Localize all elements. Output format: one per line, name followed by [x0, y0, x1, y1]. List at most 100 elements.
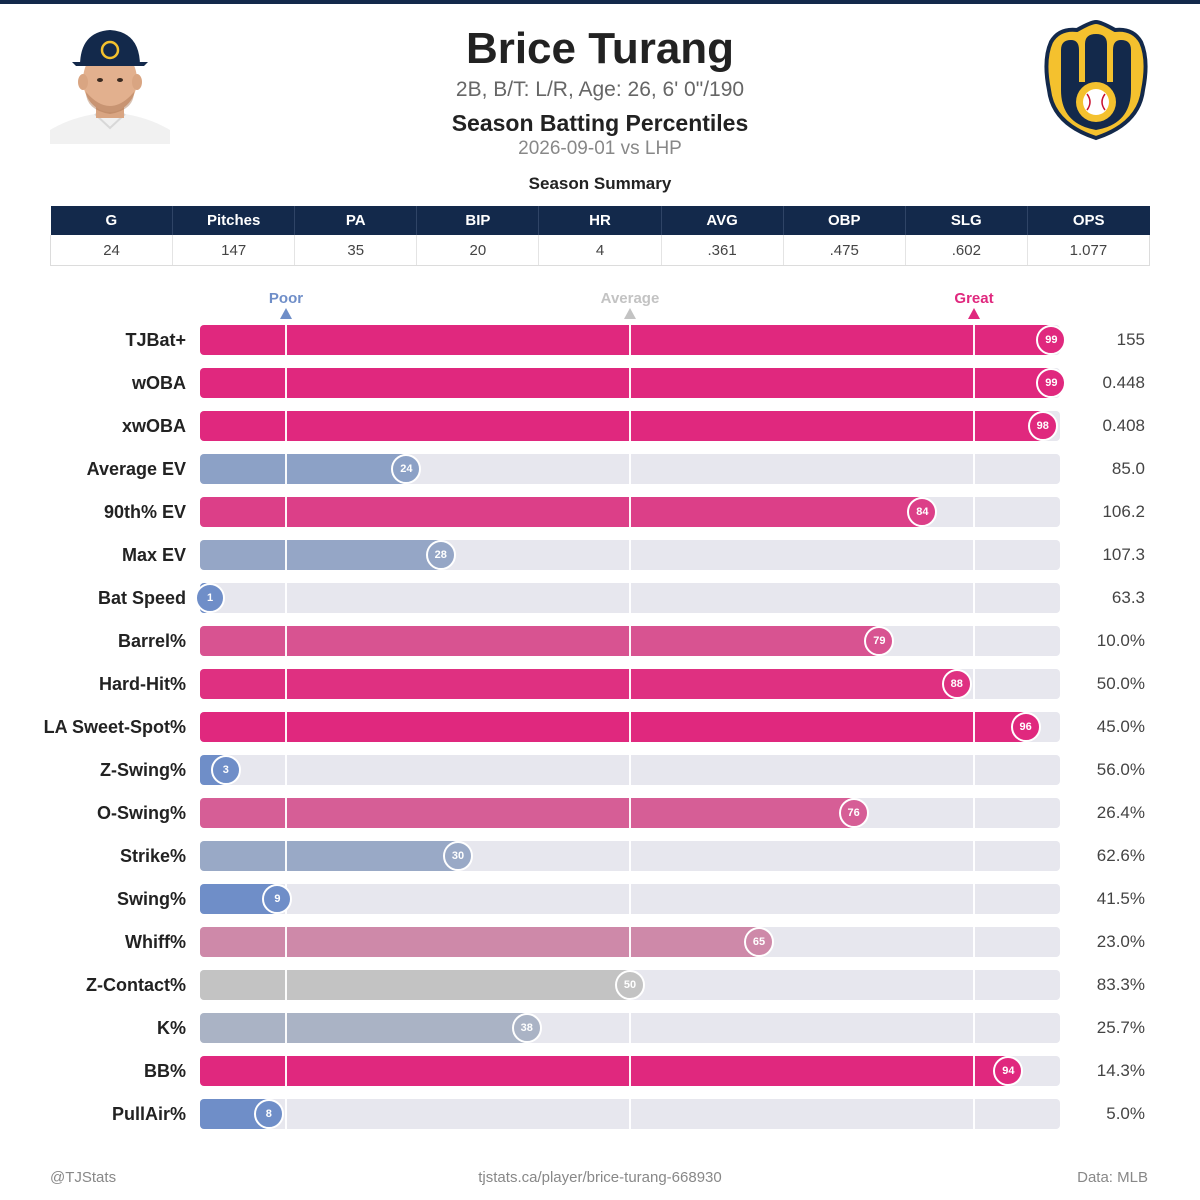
summary-col-header: OBP: [782, 206, 906, 235]
reference-line: [285, 1013, 287, 1043]
great-marker-triangle-icon: [968, 308, 980, 319]
reference-line: [629, 927, 631, 957]
summary-title: Season Summary: [528, 174, 672, 193]
summary-cell: .361: [660, 235, 784, 266]
reference-line: [629, 1013, 631, 1043]
reference-line: [629, 325, 631, 355]
metric-value: 155: [1116, 330, 1145, 349]
summary-cell: .475: [782, 235, 906, 266]
summary-cell: 1.077: [1026, 235, 1151, 266]
metric-value: 63.3: [1111, 588, 1145, 607]
summary-value-row: 24 147 35 20 4 .361 .475 .602 1.077: [49, 235, 1151, 266]
top-accent-bar: [0, 0, 1200, 4]
average-marker: Average: [580, 290, 680, 319]
reference-line: [973, 970, 975, 1000]
reference-line: [285, 411, 287, 441]
reference-line: [285, 798, 287, 828]
percentile-marker: 3: [210, 755, 241, 785]
reference-line: [973, 411, 975, 441]
chart-subtitle: Season Batting Percentiles: [451, 110, 749, 136]
metric-value: 5.0%: [1106, 1104, 1145, 1123]
summary-col-header: BIP: [416, 206, 539, 235]
percentile-marker: 79: [864, 626, 895, 656]
summary-col-header: OPS: [1026, 206, 1150, 235]
reference-line: [629, 712, 631, 742]
percentile-bar: [200, 454, 407, 484]
reference-line: [629, 884, 631, 914]
summary-cell: 35: [294, 235, 417, 266]
metric-label: TJBat+: [125, 330, 186, 350]
reference-line: [973, 798, 975, 828]
percentile-bar: [200, 368, 1052, 398]
percentile-marker: 84: [907, 497, 938, 527]
metric-value: 85.0: [1111, 459, 1145, 478]
summary-cell: 24: [49, 235, 173, 266]
metric-label: PullAir%: [111, 1104, 186, 1124]
metric-label: LA Sweet-Spot%: [43, 717, 186, 737]
summary-col-header: SLG: [904, 206, 1028, 235]
reference-line: [285, 970, 287, 1000]
summary-header-row: G Pitches PA BIP HR AVG OBP SLG OPS: [50, 206, 1150, 235]
footer-source: Data: MLB: [1077, 1169, 1148, 1186]
metric-label: Average EV: [86, 459, 186, 479]
reference-line: [629, 1056, 631, 1086]
percentile-bar: [200, 669, 957, 699]
reference-line: [629, 454, 631, 484]
metric-label: Z-Contact%: [86, 975, 186, 995]
percentile-bar: [200, 1013, 527, 1043]
reference-line: [973, 1013, 975, 1043]
metric-value: 106.2: [1102, 502, 1145, 521]
metric-label: Hard-Hit%: [98, 674, 186, 694]
reference-line: [629, 411, 631, 441]
metric-label: K%: [156, 1018, 186, 1038]
player-bio: 2B, B/T: L/R, Age: 26, 6' 0"/190: [455, 78, 745, 101]
metric-label: Z-Swing%: [100, 760, 186, 780]
reference-line: [629, 497, 631, 527]
reference-line: [629, 755, 631, 785]
percentile-bar: [200, 411, 1043, 441]
metric-value: 0.408: [1102, 416, 1145, 435]
reference-line: [285, 368, 287, 398]
percentile-marker: 1: [195, 583, 225, 613]
percentile-bar: [200, 626, 880, 656]
reference-line: [973, 626, 975, 656]
summary-col-header: PA: [294, 206, 417, 235]
team-logo: [1035, 19, 1157, 145]
metric-label: 90th% EV: [103, 502, 186, 522]
date-split: 2026-09-01 vs LHP: [518, 138, 682, 159]
summary-cell: 4: [538, 235, 662, 266]
reference-line: [973, 583, 975, 613]
reference-line: [973, 1056, 975, 1086]
poor-marker-triangle-icon: [280, 308, 292, 319]
metric-value: 0.448: [1102, 373, 1145, 392]
summary-col-header: Pitches: [172, 206, 295, 235]
percentile-marker: 99: [1036, 368, 1067, 398]
reference-line: [285, 1099, 287, 1129]
poor-marker: Poor: [236, 290, 336, 319]
reference-line: [285, 927, 287, 957]
metric-value: 23.0%: [1096, 932, 1145, 951]
reference-line: [973, 884, 975, 914]
percentile-bar: [200, 325, 1052, 355]
metric-value: 14.3%: [1096, 1061, 1145, 1080]
summary-col-header: AVG: [660, 206, 784, 235]
great-marker-label: Great: [954, 290, 994, 307]
percentile-marker: 24: [391, 454, 422, 484]
average-marker-label: Average: [600, 290, 660, 307]
reference-line: [629, 583, 631, 613]
metric-label: Strike%: [119, 846, 186, 866]
metric-value: 45.0%: [1096, 717, 1145, 736]
percentile-marker: 8: [253, 1099, 284, 1129]
footer-url: tjstats.ca/player/brice-turang-668930: [478, 1169, 722, 1186]
metric-label: Bat Speed: [97, 588, 186, 608]
percentile-bar: [200, 540, 441, 570]
metric-value: 26.4%: [1096, 803, 1145, 822]
metric-value: 25.7%: [1096, 1018, 1145, 1037]
percentile-marker: 88: [941, 669, 972, 699]
reference-line: [973, 454, 975, 484]
reference-line: [285, 712, 287, 742]
metric-value: 83.3%: [1096, 975, 1145, 994]
reference-line: [629, 626, 631, 656]
metric-label: xwOBA: [121, 416, 186, 436]
